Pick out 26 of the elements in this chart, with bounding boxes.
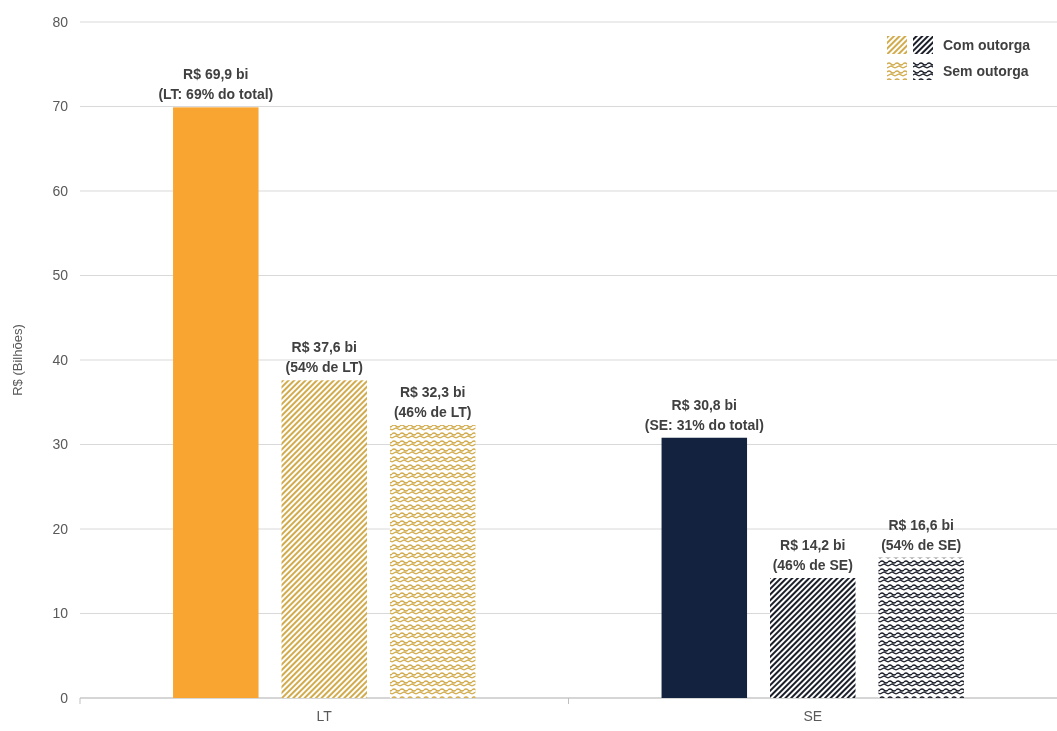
x-tick-label: SE — [803, 708, 823, 724]
y-tick-label: 40 — [52, 351, 69, 368]
y-tick-label: 10 — [52, 605, 69, 622]
data-label: R$ 14,2 bi (46% de SE) — [772, 537, 853, 574]
y-tick-label: 0 — [60, 689, 69, 706]
data-label: R$ 30,8 bi (SE: 31% do total) — [644, 396, 764, 433]
x-tick-label: LT — [316, 708, 333, 724]
y-tick-label: 20 — [52, 520, 69, 537]
y-tick-label: 60 — [52, 182, 69, 199]
y-tick-label: 70 — [52, 98, 69, 115]
legend-label: Com outorga — [943, 37, 1031, 53]
data-label: R$ 32,3 bi (46% de LT) — [393, 384, 472, 421]
y-axis-title: R$ (Bilhões) — [10, 324, 25, 396]
bar — [173, 107, 259, 698]
legend-label: Sem outorga — [943, 63, 1029, 79]
data-label: R$ 37,6 bi (54% de LT) — [285, 339, 364, 376]
bar — [281, 380, 367, 698]
y-tick-label: 80 — [52, 13, 69, 30]
data-label: R$ 69,9 bi (LT: 69% do total) — [158, 66, 274, 103]
y-tick-label: 50 — [52, 267, 69, 284]
y-tick-label: 30 — [52, 436, 69, 453]
bar — [661, 437, 748, 698]
bar — [389, 425, 476, 698]
bar — [770, 578, 856, 698]
bar — [878, 557, 964, 698]
data-label: R$ 16,6 bi (54% de SE) — [881, 516, 962, 553]
